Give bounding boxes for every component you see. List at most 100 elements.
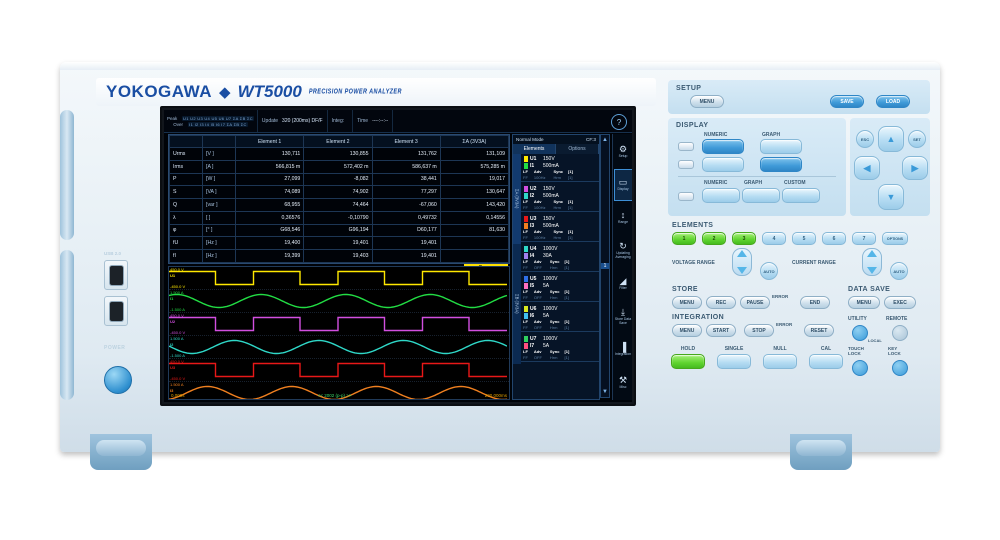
usb-port-1[interactable]: [104, 260, 128, 290]
remote-button[interactable]: [892, 325, 908, 341]
element-entry[interactable]: U4 1000V I4 30A LF FF Adv OFF Sync Hrm [1] [1]: [521, 244, 599, 274]
element-entry[interactable]: U7 1000V I7 5A LF FF Adv OFF Sync Hrm [1] [1]: [521, 334, 599, 364]
lcd-screen[interactable]: Peak U1 U2 U3 U4 U5 U6 U7 ΣA ΣB ΣC Over …: [164, 110, 632, 402]
bottom-button-key[interactable]: [671, 354, 705, 369]
voltage-range-label: VOLTAGE RANGE: [672, 260, 715, 266]
scroll-down-icon[interactable]: ▼: [602, 389, 608, 395]
load-button[interactable]: LOAD: [876, 95, 910, 108]
table-row: P [W ] 27,099 -8,082 38,441 19,017: [169, 172, 510, 187]
filter-icon[interactable]: ◢ Filter: [614, 268, 633, 300]
touch-lock-button[interactable]: [852, 360, 868, 376]
data-save-exec-button[interactable]: EXEC: [884, 296, 916, 309]
element-entry[interactable]: U2 150V I2 500mA LF FF Adv 100Hz Sync Hrm [1] [1]: [521, 184, 599, 214]
row-unit: [° ]: [202, 223, 236, 238]
key-lock-button[interactable]: [892, 360, 908, 376]
bottom-button-key[interactable]: [809, 354, 843, 369]
element-tab[interactable]: Options: [556, 144, 599, 154]
current-range-stepper[interactable]: [862, 248, 882, 276]
display-numeric-1-button[interactable]: [702, 139, 744, 154]
current-color-swatch: [524, 252, 528, 259]
element-entry[interactable]: U6 1000V I6 5A LF FF Adv OFF Sync Hrm [1] [1]: [521, 304, 599, 334]
bottom-button-key[interactable]: [717, 354, 751, 369]
voltage-range-down-icon[interactable]: [737, 267, 747, 274]
usb-port-2[interactable]: [104, 296, 128, 326]
store-pause-button[interactable]: PAUSE: [740, 296, 770, 309]
nav-down-button[interactable]: ▼: [878, 184, 904, 210]
bottom-button-cal[interactable]: CAL: [809, 346, 843, 369]
scroll-up-icon[interactable]: ▲: [602, 137, 608, 143]
bottom-button-single[interactable]: SINGLE: [717, 346, 751, 369]
lf-ff-col: LF FF: [523, 199, 528, 210]
element-group: ΣB (3V3A) U4 1000V I4 30A LF FF Adv OFF Sync Hrm [1…: [513, 244, 599, 364]
display-section: DISPLAY NUMERIC GRAPH NUMERIC GRAPH CUST…: [668, 118, 846, 216]
current-range-up-icon[interactable]: [867, 250, 877, 257]
utility-button[interactable]: [852, 325, 868, 341]
page-scroll[interactable]: ▲ 1 ▼: [600, 134, 610, 398]
waveform-row: 450.0 V -450.0 V U3: [169, 359, 509, 382]
range-icon[interactable]: ↕ Range: [614, 202, 633, 234]
bottom-button-key[interactable]: [763, 354, 797, 369]
updating-icon[interactable]: ↻ Updating Averaging: [614, 235, 633, 267]
current-range-down-icon[interactable]: [867, 267, 877, 274]
waveform-area[interactable]: 450.0 V -450.0 V U1 1.500 A -1.500 A I1 450.0 …: [168, 266, 510, 400]
integration-stop-button[interactable]: STOP: [744, 324, 774, 337]
help-icon[interactable]: ?: [611, 114, 627, 130]
display-graph-1-button[interactable]: [760, 139, 802, 154]
voltage-range-up-icon[interactable]: [737, 250, 747, 257]
display-custom-button[interactable]: [782, 188, 820, 203]
voltage-name: U2: [530, 185, 537, 192]
element-options-button[interactable]: OPTIONS: [882, 232, 908, 245]
display-numeric-3-button[interactable]: [702, 188, 740, 203]
foot-left: [90, 434, 152, 470]
element-button-1[interactable]: 1: [672, 232, 696, 245]
integration-reset-button[interactable]: RESET: [804, 324, 834, 337]
nav-right-button[interactable]: ▶: [902, 156, 928, 180]
foot-cap: [796, 440, 846, 456]
power-button[interactable]: [104, 366, 132, 394]
integration-icon[interactable]: ▐ Integration: [614, 334, 633, 366]
integration-start-button[interactable]: START: [706, 324, 736, 337]
misc-icon[interactable]: ⚒ Misc: [614, 367, 633, 399]
side-icon-menu: ⚙ Setup ▭ Display ↕ Range ↻ Updating Averaging ◢…: [612, 134, 632, 400]
element-entry[interactable]: U3 150V I3 500mA LF FF Adv 100Hz Sync Hrm [1] [1]: [521, 214, 599, 244]
sync-col: Sync Hrm: [549, 259, 560, 270]
element-entry[interactable]: U1 150V I1 500mA LF FF Adv 100Hz Sync Hrm [1] [1]: [521, 154, 599, 184]
current-auto-button[interactable]: AUTO: [890, 262, 908, 280]
trace-scale-bottom: -450.0 V: [170, 376, 186, 381]
element-entry[interactable]: U5 1000V I5 5A LF FF Adv OFF Sync Hrm [1] [1]: [521, 274, 599, 304]
integration-menu-button[interactable]: MENU: [672, 324, 702, 337]
elements-panel[interactable]: Normal Mode CF:3 Elements Options ΣA (3V3…: [512, 134, 600, 400]
store-end-button[interactable]: END: [800, 296, 830, 309]
bottom-button-hold[interactable]: HOLD: [671, 346, 705, 369]
filter-col: Adv 100Hz: [533, 199, 546, 210]
display-numeric-2-button[interactable]: [702, 157, 744, 172]
element-tab[interactable]: Elements: [513, 144, 556, 154]
lf-ff-col: LF FF: [523, 169, 528, 180]
setup-menu-button[interactable]: MENU: [690, 95, 724, 108]
element-button-6[interactable]: 6: [822, 232, 846, 245]
element-button-4[interactable]: 4: [762, 232, 786, 245]
voltage-range-stepper[interactable]: [732, 248, 752, 276]
setup-icon[interactable]: ⚙ Setup: [614, 136, 633, 168]
store-icon[interactable]: ⤓ Store Data Save: [614, 301, 633, 333]
nav-left-button[interactable]: ◀: [854, 156, 880, 180]
row-value: 19,403: [303, 249, 373, 263]
trace-scale-top: 1.500 A: [170, 336, 184, 341]
data-save-menu-button[interactable]: MENU: [848, 296, 880, 309]
display-graph-3-button[interactable]: [742, 188, 780, 203]
element-button-7[interactable]: 7: [852, 232, 876, 245]
nav-up-button[interactable]: ▲: [878, 126, 904, 152]
element-button-5[interactable]: 5: [792, 232, 816, 245]
voltage-auto-button[interactable]: AUTO: [760, 262, 778, 280]
save-button[interactable]: SAVE: [830, 95, 864, 108]
display-icon[interactable]: ▭ Display: [613, 169, 632, 201]
store-menu-button[interactable]: MENU: [672, 296, 702, 309]
esc-button[interactable]: ESC: [856, 130, 874, 148]
element-button-3[interactable]: 3: [732, 232, 756, 245]
element-button-2[interactable]: 2: [702, 232, 726, 245]
store-rec-button[interactable]: REC: [706, 296, 736, 309]
row-value: 0,14556: [439, 210, 510, 225]
bottom-button-null[interactable]: NULL: [763, 346, 797, 369]
display-graph-2-button[interactable]: [760, 157, 802, 172]
set-button[interactable]: SET: [908, 130, 926, 148]
